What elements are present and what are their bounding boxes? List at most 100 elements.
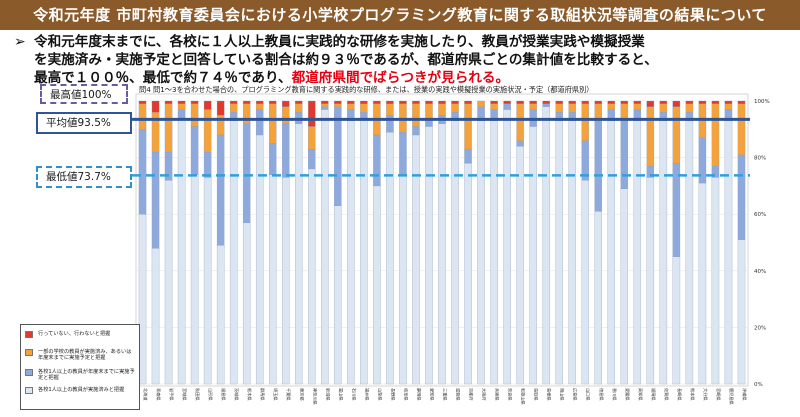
average-value-box: 平均値93.5% <box>36 112 132 134</box>
bar-segment <box>646 100 655 107</box>
bar-segment <box>360 117 368 385</box>
x-tick-label: 滋賀県 <box>455 388 462 401</box>
bar-segment <box>138 214 147 385</box>
bar-segment <box>386 103 394 116</box>
bar-segment <box>151 100 160 113</box>
bar-segment <box>464 163 472 385</box>
bar-segment <box>308 100 316 127</box>
x-tick-label: 鳥取県 <box>533 388 540 401</box>
bar-segment <box>229 103 238 113</box>
bar-segment <box>255 109 264 136</box>
bar-segment <box>190 174 199 385</box>
bar-segment <box>255 103 264 110</box>
x-tick-label: 広島県 <box>572 388 579 401</box>
bar-segment <box>659 100 668 104</box>
bar-segment <box>360 103 368 113</box>
bar-segment <box>360 112 368 119</box>
x-tick-label: 岐阜県 <box>402 388 409 401</box>
bar-segment <box>386 100 394 104</box>
x-tick-label: 富山県 <box>337 388 344 401</box>
y-tick-label: 0% <box>754 382 763 388</box>
bar-segment <box>229 120 238 385</box>
bar-segment <box>724 103 733 110</box>
bars-group <box>138 100 746 385</box>
bar-segment <box>138 129 147 215</box>
max-value-label: 最高値100% <box>50 89 112 101</box>
bar-segment <box>229 100 238 104</box>
bar-segment <box>216 245 225 385</box>
x-tick-label: 山口県 <box>585 388 592 401</box>
reference-lines <box>132 117 750 177</box>
x-tick-label: 兵庫県 <box>494 388 501 401</box>
title-banner: 令和元年度 市町村教育委員会における小学校プログラミング教育に関する取組状況等調… <box>0 0 800 30</box>
bar-segment <box>203 109 212 153</box>
bar-segment <box>490 120 498 385</box>
x-tick-label: 和歌山県 <box>520 388 527 405</box>
bar-segment <box>568 120 576 385</box>
bar-segment <box>724 120 733 385</box>
y-tick-label: 80% <box>754 156 766 162</box>
x-tick-label: 茨城県 <box>233 388 240 401</box>
bar-segment <box>542 100 550 104</box>
x-tick-label: 北海道 <box>142 388 149 401</box>
x-tick-label: 東京都 <box>298 388 305 401</box>
bar-segment <box>373 100 381 104</box>
bar-segment <box>334 205 342 385</box>
bar-segment <box>282 106 290 124</box>
y-tick-label: 20% <box>754 325 766 331</box>
legend-label: 各校1人以上の教員が実施済みと把握 <box>38 387 125 393</box>
y-tick-label: 40% <box>754 269 766 275</box>
min-value-label: 最低値73.7% <box>46 171 111 183</box>
bar-segment <box>412 126 420 136</box>
bar-segment <box>164 103 173 153</box>
bar-segment <box>190 126 199 175</box>
bar-segment <box>659 103 668 113</box>
bar-segment <box>594 100 602 104</box>
x-tick-labels: 北海道 青森県 岩手県 宮城県 秋田県 山形県 福島県 茨城県 栃木県 群馬県 埼玉県 千葉県 東京都神… <box>142 388 748 405</box>
bar-segment <box>177 117 186 385</box>
bar-segment <box>594 211 602 385</box>
x-tick-label: 京都府 <box>468 388 475 401</box>
x-tick-label: 群馬県 <box>259 388 266 401</box>
legend-swatch <box>25 387 33 394</box>
bar-segment <box>555 120 563 385</box>
x-tick-label: 愛知県 <box>428 388 435 401</box>
bar-segment <box>386 131 394 385</box>
bar-segment <box>672 256 681 385</box>
bar-segment <box>177 109 186 119</box>
bar-segment <box>633 100 642 104</box>
bar-segment <box>503 100 511 104</box>
bar-segment <box>242 222 251 385</box>
bar-segment <box>698 100 707 104</box>
bar-segment <box>334 106 342 206</box>
bar-segment <box>529 103 537 110</box>
bar-segment <box>438 123 446 385</box>
x-tick-label: 福島県 <box>220 388 227 401</box>
bar-segment <box>581 180 589 385</box>
bar-segment <box>282 177 290 385</box>
bar-segment <box>282 100 290 107</box>
bar-segment <box>737 100 746 104</box>
bar-segment <box>529 126 537 385</box>
bar-segment <box>177 100 186 104</box>
bar-segment <box>295 100 303 104</box>
x-tick-label: 静岡県 <box>415 388 422 401</box>
bar-segment <box>347 103 355 110</box>
bar-segment <box>633 120 642 385</box>
bar-segment <box>685 103 694 113</box>
chart-title: 問4 問1～3を合わせた場合の、プログラミング教育に関する実践的な研修、または、… <box>139 85 593 94</box>
bar-segment <box>646 177 655 385</box>
x-tick-label: 神奈川県 <box>311 388 318 405</box>
x-tick-label: 三重県 <box>442 388 449 401</box>
bar-segment <box>295 123 303 385</box>
bar-segment <box>282 123 290 178</box>
bar-segment <box>516 103 524 141</box>
bar-segment <box>255 100 264 104</box>
bar-segment <box>737 154 746 240</box>
bar-segment <box>490 100 498 104</box>
bar-segment <box>607 103 616 110</box>
bar-segment <box>620 120 629 189</box>
x-tick-label: 高知県 <box>637 388 644 401</box>
bar-segment <box>190 103 199 127</box>
bar-segment <box>308 126 316 150</box>
